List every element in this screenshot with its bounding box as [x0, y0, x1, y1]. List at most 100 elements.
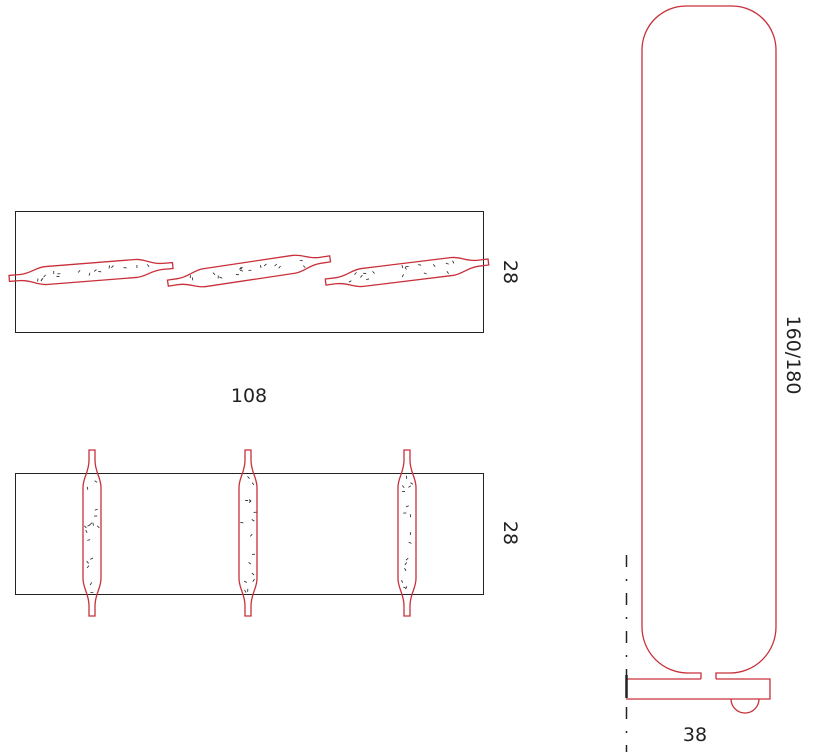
texture-mark [98, 271, 101, 272]
texture-mark [274, 264, 277, 266]
spindle-outline [83, 450, 101, 616]
texture-mark [349, 281, 352, 283]
texture-mark [264, 264, 267, 266]
texture-mark [89, 273, 90, 276]
texture-mark [213, 272, 215, 275]
texture-mark [147, 264, 149, 267]
spindle-front-1 [83, 450, 101, 616]
spindle-front-2 [239, 450, 257, 616]
texture-mark [240, 267, 242, 270]
texture-mark [402, 265, 403, 268]
texture-mark [248, 270, 251, 271]
texture-mark [278, 266, 281, 268]
front-view-frame [15, 473, 484, 595]
front-view: 28 [15, 450, 521, 616]
width-label: 108 [231, 385, 267, 407]
texture-mark [93, 523, 94, 526]
texture-mark [84, 526, 86, 528]
texture-mark [87, 561, 89, 563]
texture-mark [373, 271, 375, 274]
texture-mark [363, 273, 366, 274]
side-view: 160/180 38 [625, 5, 804, 752]
total-height-label: 160/180 [782, 316, 804, 395]
spindle-outline [9, 257, 174, 288]
texture-mark [406, 586, 407, 589]
texture-mark [406, 266, 409, 267]
texture-mark [252, 573, 254, 575]
texture-mark [405, 267, 406, 270]
texture-mark [41, 278, 43, 281]
texture-mark [90, 523, 92, 525]
texture-mark [240, 270, 243, 272]
top-view-frame [15, 211, 484, 333]
texture-mark [252, 483, 254, 485]
texture-mark [87, 487, 88, 490]
texture-mark [95, 481, 98, 483]
texture-mark [54, 271, 55, 274]
texture-mark [406, 558, 408, 560]
texture-mark [236, 274, 239, 275]
spindle-top-1 [9, 257, 174, 288]
texture-mark [406, 506, 409, 507]
texture-mark [190, 275, 191, 278]
texture-mark [446, 263, 449, 265]
texture-mark [303, 265, 305, 268]
texture-mark [247, 476, 249, 478]
texture-mark [453, 261, 454, 264]
texture-mark [300, 260, 303, 261]
base-plate [626, 678, 771, 700]
spindle-top-2 [167, 250, 332, 292]
spindle-outline [239, 450, 257, 616]
texture-mark [94, 270, 97, 272]
texture-mark [78, 270, 80, 272]
texture-mark [402, 485, 404, 487]
texture-mark [56, 276, 59, 277]
texture-mark [244, 581, 247, 582]
texture-mark [109, 265, 110, 268]
depth-label: 38 [683, 724, 707, 746]
texture-mark [37, 279, 38, 282]
texture-mark [90, 558, 93, 559]
texture-mark [252, 520, 255, 522]
front-view-height-label: 28 [499, 521, 521, 545]
texture-mark [249, 562, 251, 564]
texture-mark [87, 540, 90, 541]
texture-mark [245, 590, 247, 593]
texture-mark [260, 265, 261, 268]
texture-mark [97, 526, 99, 528]
texture-mark [354, 272, 356, 274]
top-view-height-label: 28 [499, 260, 521, 284]
texture-mark [433, 264, 435, 267]
spindle-front-3 [398, 450, 416, 616]
texture-mark [86, 530, 87, 533]
texture-mark [447, 271, 449, 274]
texture-mark [409, 542, 412, 543]
texture-mark [360, 275, 362, 277]
texture-mark [239, 267, 241, 269]
texture-mark [408, 486, 411, 488]
texture-mark [111, 266, 113, 268]
texture-mark [87, 566, 89, 568]
texture-mark [249, 499, 251, 502]
texture-mark [250, 534, 252, 536]
texture-mark [90, 582, 91, 585]
texture-mark [95, 509, 98, 510]
texture-mark [418, 264, 421, 265]
texture-mark [240, 522, 243, 523]
texture-mark [405, 568, 406, 571]
texture-mark [192, 277, 193, 280]
texture-mark [405, 563, 407, 565]
texture-mark [410, 483, 413, 485]
texture-mark [87, 525, 90, 526]
spindle-outline [398, 450, 416, 616]
spindle-outline [325, 253, 490, 291]
texture-mark [366, 279, 369, 280]
texture-mark [402, 274, 404, 277]
spindle-outline [167, 250, 332, 292]
texture-mark [424, 273, 427, 275]
top-view: 28 [9, 211, 521, 333]
spindle-top-3 [325, 253, 490, 291]
texture-mark [218, 276, 219, 279]
texture-mark [219, 277, 222, 279]
